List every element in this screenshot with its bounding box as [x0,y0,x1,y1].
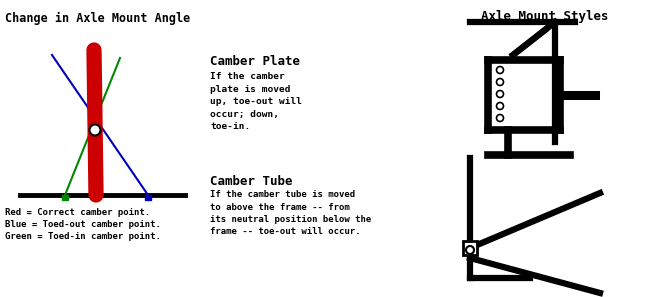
Bar [463,241,477,255]
Bar [145,195,151,200]
Circle shape [90,124,100,135]
Circle shape [497,115,503,121]
Bar [62,195,68,200]
Circle shape [497,67,503,73]
Text: Change in Axle Mount Angle: Change in Axle Mount Angle [5,12,191,25]
Text: Green = Toed-in camber point.: Green = Toed-in camber point. [5,232,161,241]
Circle shape [497,91,503,97]
Text: If the camber tube is moved
to above the frame -- from
its neutral position belo: If the camber tube is moved to above the… [210,190,371,236]
Text: Axle Mount Styles: Axle Mount Styles [481,10,609,23]
Text: Camber Tube: Camber Tube [210,175,293,188]
Circle shape [466,246,474,254]
Bar [92,195,98,200]
Text: Blue = Toed-out camber point.: Blue = Toed-out camber point. [5,220,161,229]
Circle shape [497,102,503,110]
Text: Camber Plate: Camber Plate [210,55,300,68]
Circle shape [497,78,503,86]
Text: If the camber
plate is moved
up, toe-out will
occur; down,
toe-in.: If the camber plate is moved up, toe-out… [210,72,302,131]
Text: Red = Correct camber point.: Red = Correct camber point. [5,208,150,217]
